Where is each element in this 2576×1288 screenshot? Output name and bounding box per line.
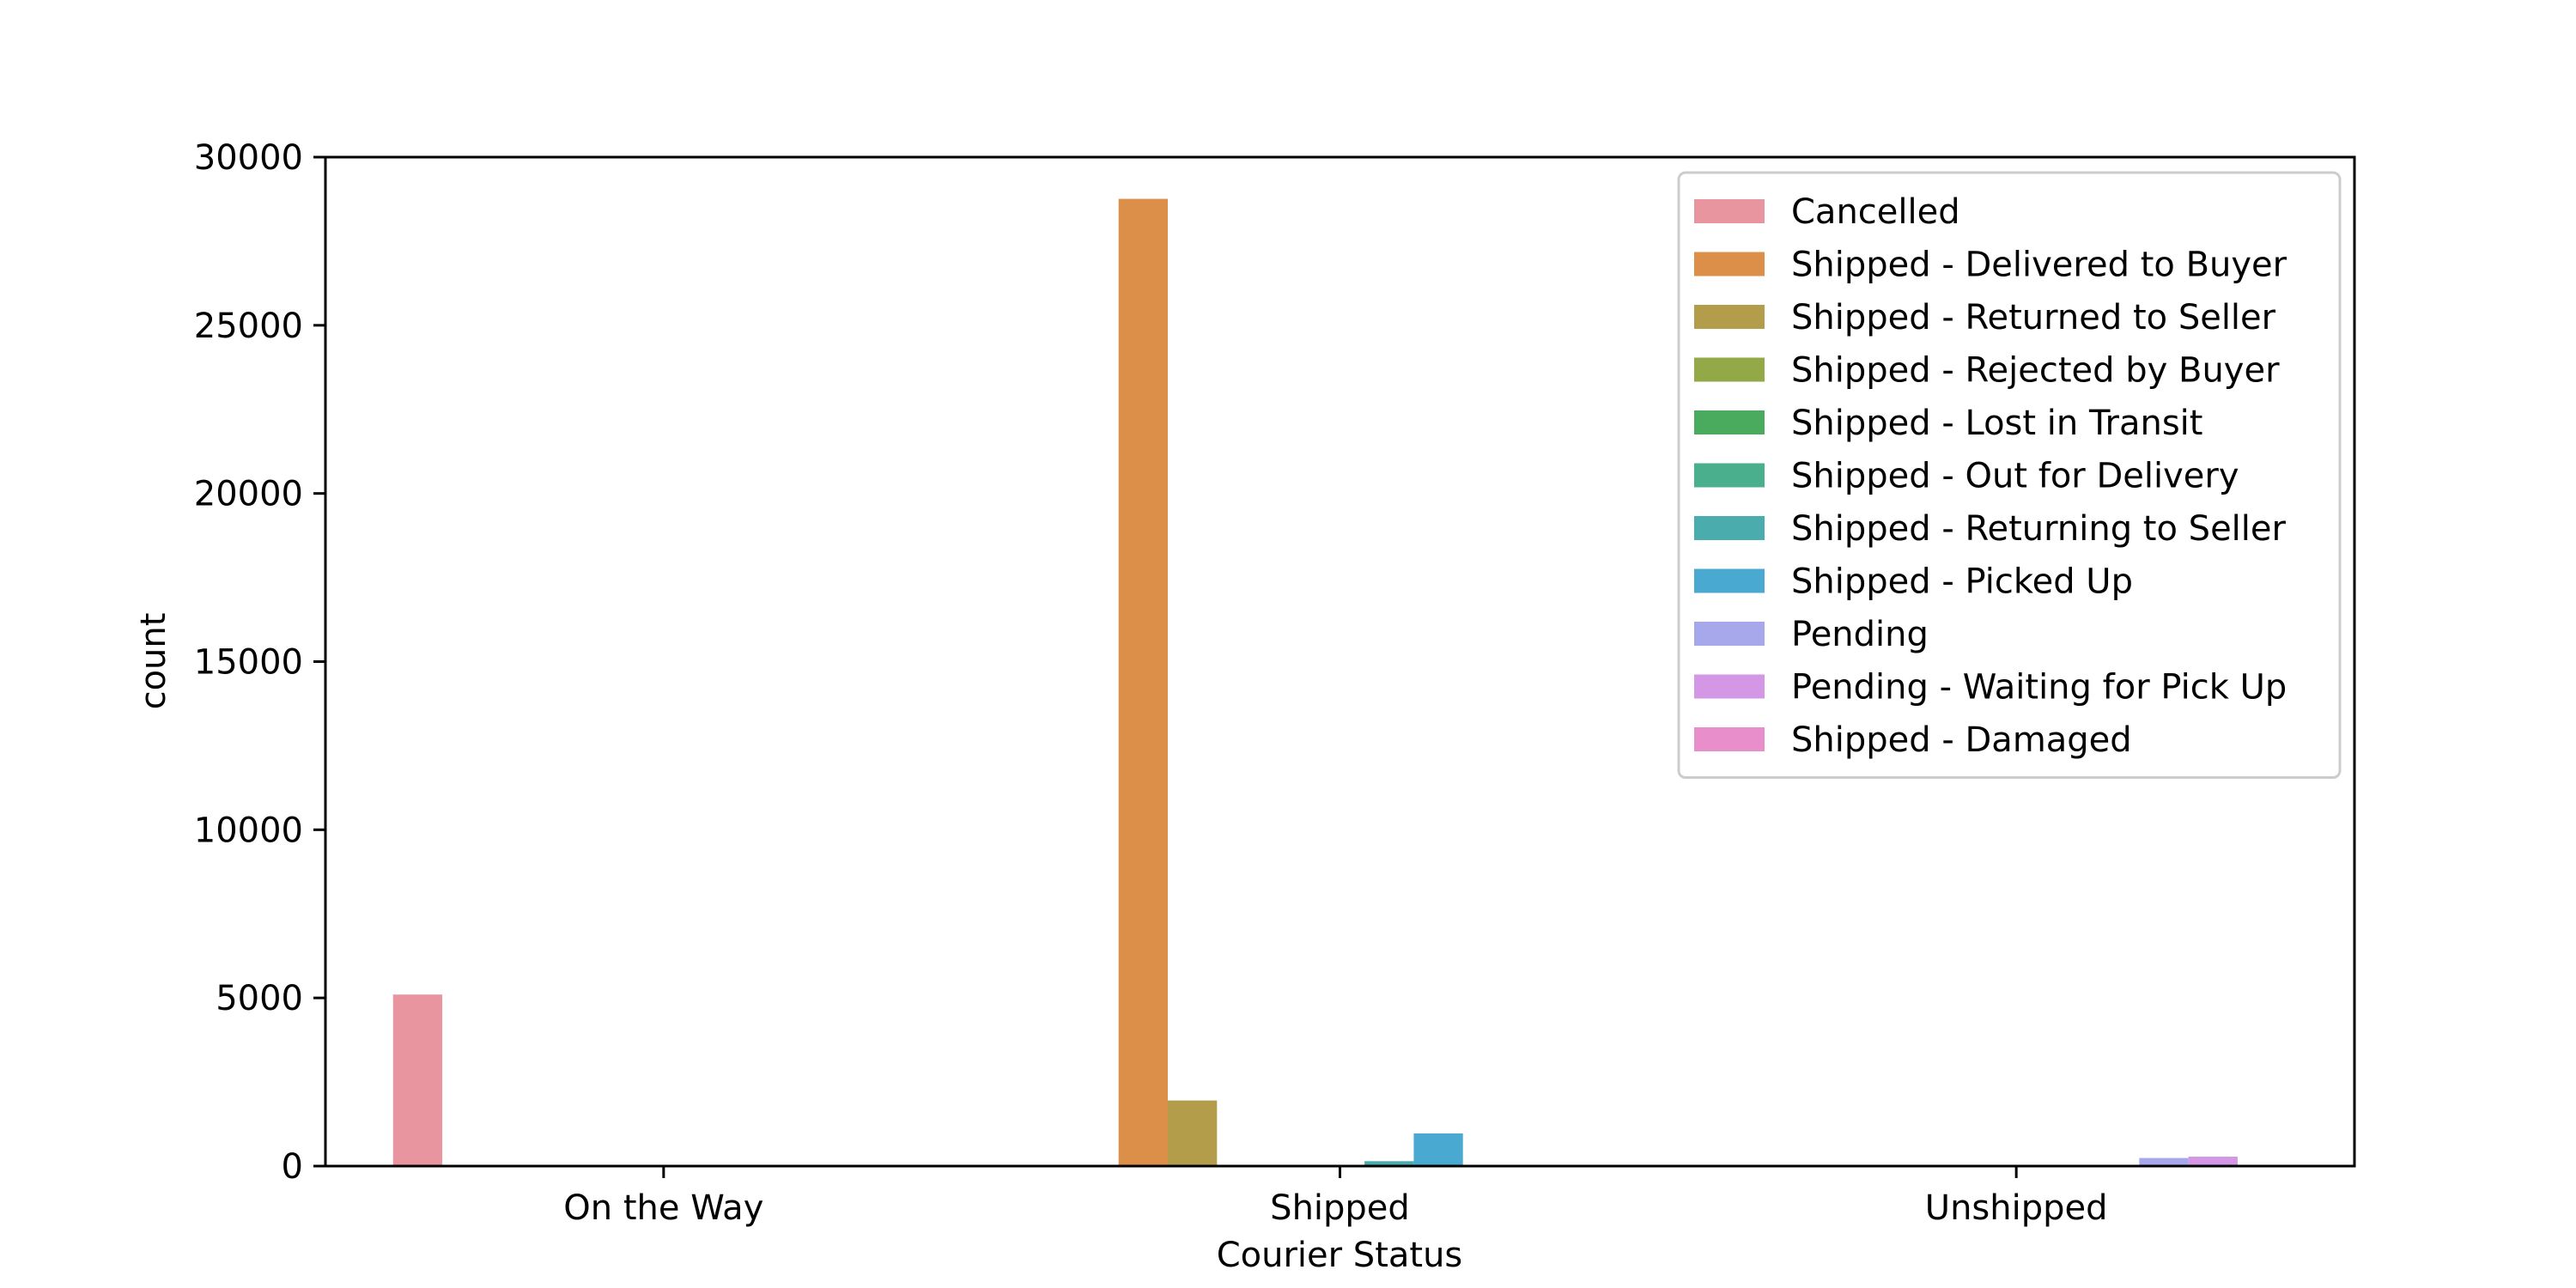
bar-cancelled-on-the-way bbox=[392, 994, 443, 1166]
x-tick-label: On the Way bbox=[563, 1188, 763, 1228]
legend-label: Shipped - Returned to Seller bbox=[1791, 298, 2276, 337]
y-tick-label: 5000 bbox=[216, 979, 303, 1018]
y-tick-label: 0 bbox=[282, 1147, 303, 1187]
bar-shipped-delivered-to-buyer-shipped bbox=[1118, 198, 1168, 1166]
legend-label: Shipped - Rejected by Buyer bbox=[1791, 351, 2280, 391]
legend-label: Shipped - Picked Up bbox=[1791, 562, 2133, 602]
y-tick-label: 20000 bbox=[194, 475, 303, 514]
legend-label: Pending - Waiting for Pick Up bbox=[1791, 668, 2287, 708]
legend-swatch bbox=[1694, 516, 1765, 540]
bar-shipped-returned-to-seller-shipped bbox=[1168, 1100, 1218, 1167]
legend-label: Shipped - Out for Delivery bbox=[1791, 457, 2239, 496]
legend-label: Pending bbox=[1791, 615, 1929, 654]
legend-label: Shipped - Delivered to Buyer bbox=[1791, 246, 2287, 285]
y-tick-label: 25000 bbox=[194, 307, 303, 346]
y-tick-label: 30000 bbox=[194, 138, 303, 178]
x-tick-label: Shipped bbox=[1270, 1188, 1410, 1228]
legend-label: Shipped - Lost in Transit bbox=[1791, 404, 2202, 443]
legend-swatch bbox=[1694, 622, 1765, 646]
legend: Cancelled Shipped - Delivered to Buyer Shi… bbox=[1677, 171, 2342, 779]
legend-swatch bbox=[1694, 727, 1765, 751]
y-axis-label: count bbox=[134, 613, 173, 710]
x-axis: On the Way Shipped Unshipped bbox=[563, 1166, 2108, 1228]
y-tick-label: 15000 bbox=[194, 643, 303, 683]
legend-label: Shipped - Damaged bbox=[1791, 720, 2132, 760]
legend-swatch bbox=[1694, 357, 1765, 382]
legend-swatch bbox=[1694, 568, 1765, 593]
legend-swatch bbox=[1694, 252, 1765, 276]
legend-frame bbox=[1677, 171, 2342, 779]
legend-label: Shipped - Returning to Seller bbox=[1791, 509, 2287, 549]
legend-swatch bbox=[1694, 674, 1765, 699]
x-axis-label: Courier Status bbox=[1217, 1236, 1463, 1275]
bar-pending-unshipped bbox=[2139, 1157, 2189, 1166]
legend-label: Cancelled bbox=[1791, 192, 1960, 232]
legend-swatch bbox=[1694, 305, 1765, 329]
bar-pending-waiting-for-pick-up-unshipped bbox=[2188, 1157, 2238, 1166]
bars-layer bbox=[392, 198, 2238, 1167]
y-tick-label: 10000 bbox=[194, 811, 303, 850]
legend-swatch bbox=[1694, 410, 1765, 434]
bar-shipped-picked-up-shipped bbox=[1413, 1133, 1463, 1166]
x-tick-label: Unshipped bbox=[1925, 1188, 2108, 1228]
legend-swatch bbox=[1694, 199, 1765, 223]
y-axis: 0 5000 10000 15000 20000 25000 30000 bbox=[194, 138, 325, 1187]
legend-swatch bbox=[1694, 463, 1765, 488]
bar-shipped-returning-to-seller-shipped bbox=[1364, 1161, 1414, 1166]
